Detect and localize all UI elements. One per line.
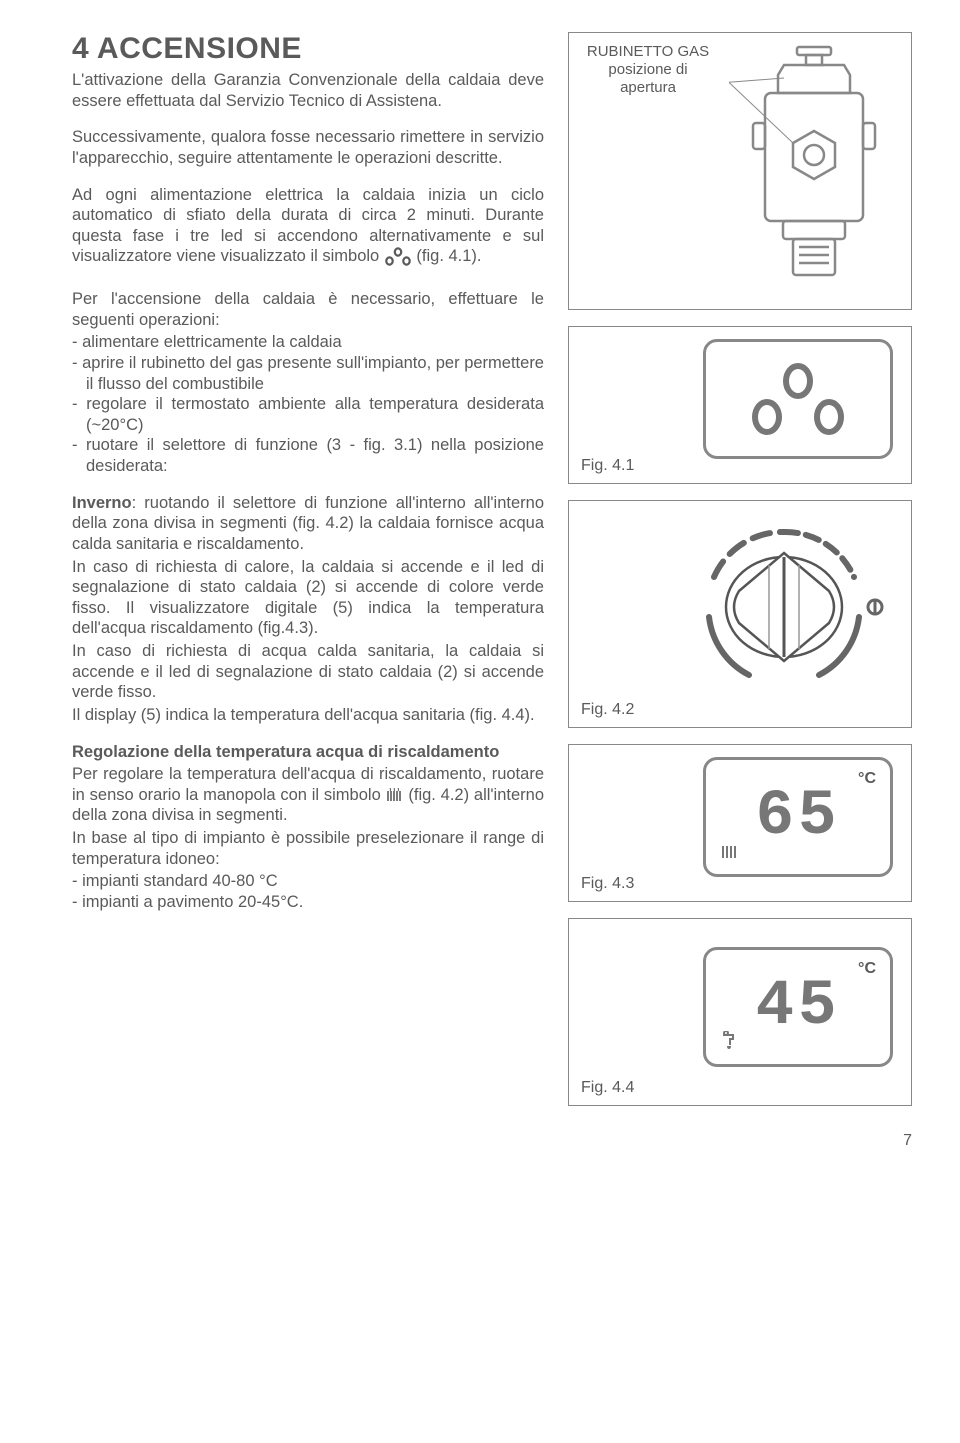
figure-gas-valve: RUBINETTO GAS posizione di apertura [568,32,912,310]
para-sfiato: Ad ogni alimentazione elettrica la calda… [72,185,544,274]
selector-knob-icon [679,517,889,697]
para-display: Il display (5) indica la temperatura del… [72,705,544,726]
fig-caption-41: Fig. 4.1 [581,457,634,475]
bubbles-icon [384,247,412,273]
gas-l1: RUBINETTO GAS [587,43,709,60]
para-calore: In caso di richiesta di calore, la calda… [72,557,544,640]
list-item: impianti standard 40-80 °C [72,871,544,892]
ops-list: alimentare elettricamente la caldaia apr… [72,332,544,476]
list-item: regolare il termostato ambiente alla tem… [72,394,544,435]
gas-valve-label: RUBINETTO GAS posizione di apertura [583,43,713,97]
lcd-screen-bubbles [703,339,893,459]
inverno-label: Inverno [72,494,132,512]
bubbles-icon [743,359,853,439]
lcd-screen-65: 65 °C [703,757,893,877]
unit-c-icon: °C [858,770,876,788]
figure-4-1: Fig. 4.1 [568,326,912,484]
figure-4-2: Fig. 4.2 [568,500,912,728]
page-number: 7 [72,1132,912,1150]
para-acqua: In caso di richiesta di acqua calda sani… [72,641,544,703]
figure-4-4: 45 °C Fig. 4.4 [568,918,912,1106]
para-regolazione-head: Regolazione della temperatura acqua di r… [72,742,544,763]
section-title: 4 ACCENSIONE [72,32,544,66]
unit-c-icon: °C [858,960,876,978]
para-intro-2: Successivamente, qualora fosse necessari… [72,127,544,168]
range-list: impianti standard 40-80 °C impianti a pa… [72,871,544,912]
list-item: aprire il rubinetto del gas presente sul… [72,353,544,394]
para-inverno: Inverno: ruotando il selettore di funzio… [72,493,544,555]
para-sfiato-b: (fig. 4.1). [416,247,481,265]
regolazione-bold: Regolazione della temperatura acqua di r… [72,743,499,761]
list-item: alimentare elettricamente la caldaia [72,332,544,353]
list-item: impianti a pavimento 20-45°C. [72,892,544,913]
radiator-icon [720,843,740,864]
lcd-screen-45: 45 °C [703,947,893,1067]
para-range: In base al tipo di impianto è possibile … [72,828,544,869]
fig-caption-43: Fig. 4.3 [581,875,634,893]
tap-icon [720,1031,740,1054]
fig-caption-44: Fig. 4.4 [581,1079,634,1097]
inverno-text: : ruotando il selettore di funzione all'… [72,494,544,553]
para-intro-1: L'attivazione della Garanzia Convenziona… [72,70,544,111]
radiator-icon [386,787,404,801]
temp-value-45: 45 [756,971,841,1043]
gas-l2: posizione di [608,61,687,78]
para-ops-intro: Per l'accensione della caldaia è necessa… [72,289,544,330]
gas-valve-icon [729,43,899,293]
figure-4-3: 65 °C Fig. 4.3 [568,744,912,902]
fig-caption-42: Fig. 4.2 [581,701,634,719]
temp-value-65: 65 [756,781,841,853]
list-item: ruotare il selettore di funzione (3 - fi… [72,435,544,476]
gas-l3: apertura [620,79,676,96]
para-regolazione: Per regolare la temperatura dell'acqua d… [72,764,544,826]
